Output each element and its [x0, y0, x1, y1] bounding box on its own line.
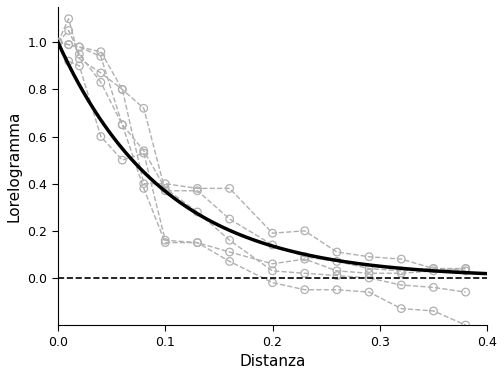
- Point: [462, 322, 470, 328]
- Point: [65, 42, 73, 48]
- Point: [118, 157, 127, 163]
- Point: [429, 284, 437, 290]
- Point: [226, 249, 234, 255]
- Point: [118, 122, 127, 128]
- Point: [226, 237, 234, 243]
- Point: [54, 39, 62, 45]
- Point: [333, 268, 341, 274]
- Point: [54, 39, 62, 45]
- Point: [365, 289, 373, 295]
- Point: [97, 53, 105, 59]
- Point: [397, 270, 405, 276]
- Point: [365, 275, 373, 281]
- Point: [194, 185, 202, 191]
- Point: [65, 58, 73, 64]
- Point: [269, 280, 277, 286]
- Point: [161, 185, 169, 191]
- Point: [161, 237, 169, 243]
- Point: [269, 242, 277, 248]
- Point: [65, 42, 73, 48]
- Point: [301, 270, 309, 276]
- Point: [301, 254, 309, 260]
- Point: [301, 228, 309, 234]
- Point: [65, 27, 73, 33]
- Point: [462, 265, 470, 271]
- Point: [97, 79, 105, 85]
- Point: [333, 273, 341, 279]
- Point: [333, 287, 341, 293]
- Point: [429, 308, 437, 314]
- Point: [429, 265, 437, 271]
- Point: [161, 181, 169, 187]
- Point: [462, 289, 470, 295]
- Point: [365, 254, 373, 260]
- Point: [75, 44, 83, 50]
- Point: [140, 185, 148, 191]
- Point: [97, 133, 105, 139]
- Point: [226, 258, 234, 264]
- Point: [269, 268, 277, 274]
- Point: [429, 268, 437, 274]
- Point: [118, 86, 127, 92]
- Point: [75, 44, 83, 50]
- Point: [462, 265, 470, 271]
- Point: [397, 282, 405, 288]
- Point: [226, 185, 234, 191]
- Point: [161, 188, 169, 194]
- Point: [194, 240, 202, 246]
- Point: [97, 49, 105, 55]
- Point: [65, 16, 73, 22]
- Point: [397, 306, 405, 312]
- Point: [140, 148, 148, 154]
- Point: [462, 268, 470, 274]
- Point: [194, 188, 202, 194]
- Point: [333, 258, 341, 264]
- Point: [140, 105, 148, 111]
- Point: [54, 39, 62, 45]
- Point: [397, 256, 405, 262]
- Point: [75, 51, 83, 57]
- Point: [118, 86, 127, 92]
- Point: [333, 249, 341, 255]
- Point: [140, 181, 148, 187]
- Point: [75, 56, 83, 62]
- Point: [140, 150, 148, 156]
- Y-axis label: Lorelogramma: Lorelogramma: [7, 110, 22, 222]
- X-axis label: Distanza: Distanza: [239, 354, 306, 369]
- Point: [75, 63, 83, 69]
- Point: [429, 265, 437, 271]
- Point: [301, 287, 309, 293]
- Point: [118, 122, 127, 128]
- Point: [269, 261, 277, 267]
- Point: [161, 240, 169, 246]
- Point: [194, 209, 202, 215]
- Point: [301, 256, 309, 262]
- Point: [365, 265, 373, 271]
- Point: [194, 240, 202, 246]
- Point: [54, 39, 62, 45]
- Point: [365, 270, 373, 276]
- Point: [269, 230, 277, 236]
- Point: [397, 268, 405, 274]
- Point: [54, 39, 62, 45]
- Point: [97, 70, 105, 76]
- Point: [226, 216, 234, 222]
